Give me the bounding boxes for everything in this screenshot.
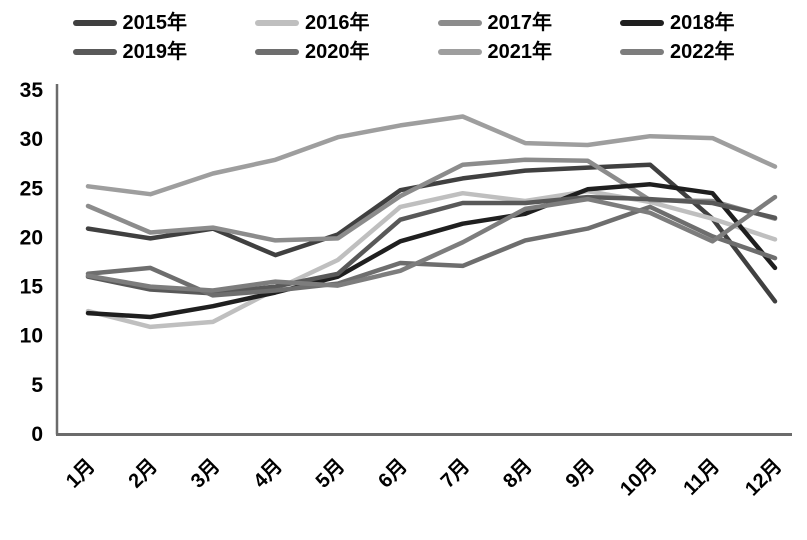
x-axis-label-group: 8月 (499, 455, 537, 493)
x-axis-label: 7月 (437, 455, 475, 493)
legend-label: 2020年 (305, 41, 370, 63)
y-axis-label: 30 (20, 128, 43, 151)
x-axis-label: 9月 (562, 455, 600, 493)
legend-label: 2018年 (670, 12, 735, 34)
legend-swatch-icon (72, 20, 117, 26)
x-axis-label: 8月 (499, 455, 537, 493)
legend-item-2016: 2016年 (255, 10, 370, 36)
y-axis-label: 10 (20, 325, 43, 348)
legend-swatch-icon (620, 49, 664, 55)
legend-swatch-icon (72, 49, 117, 55)
series-line-2016 (85, 188, 778, 330)
legend-row: 2019年 2020年 2021年 2022年 (72, 39, 735, 65)
x-axis-label-group: 7月 (437, 455, 475, 493)
x-axis-label-group: 4月 (249, 455, 287, 493)
x-axis-label-group: 10月 (616, 455, 661, 500)
legend-label: 2022年 (670, 41, 735, 63)
legend-label: 2015年 (122, 12, 188, 34)
series-line-2022 (85, 194, 778, 293)
x-axis-label: 10月 (616, 455, 661, 500)
x-axis-label-group: 6月 (374, 455, 412, 493)
x-axis-label: 6月 (374, 455, 412, 493)
x-axis-label-group: 11月 (679, 455, 724, 500)
legend-label: 2019年 (122, 41, 188, 63)
x-axis-label: 3月 (187, 455, 225, 493)
legend-swatch-icon (255, 20, 299, 26)
legend-swatch-icon (255, 49, 299, 55)
x-axis-label: 11月 (679, 455, 724, 500)
legend-swatch-icon (437, 20, 482, 26)
x-axis-label: 5月 (312, 455, 350, 493)
legend-label: 2016年 (305, 12, 370, 34)
x-axis-label-group: 12月 (741, 455, 786, 500)
chart-legend: 2015年 2016年 2017年 2018年 2019年 2020年 2021年 2022年 (0, 10, 807, 65)
x-axis-label-group: 5月 (312, 455, 350, 493)
legend-item-2015: 2015年 (72, 10, 188, 36)
legend-swatch-icon (620, 20, 664, 26)
legend-item-2020: 2020年 (255, 39, 370, 65)
series-line-2019 (85, 194, 778, 296)
legend-row: 2015年 2016年 2017年 2018年 (72, 10, 735, 36)
series-line-2021 (85, 114, 778, 197)
y-axis-label: 0 (31, 423, 43, 446)
x-axis-label: 12月 (741, 455, 786, 500)
y-axis-label: 15 (20, 276, 44, 299)
series-line-2018 (85, 182, 778, 320)
series-line-2020 (85, 204, 778, 298)
y-axis-label: 35 (20, 79, 44, 102)
legend-swatch-icon (437, 49, 482, 55)
x-axis-label: 4月 (249, 455, 287, 493)
legend-item-2021: 2021年 (437, 39, 553, 65)
x-axis-label-group: 2月 (124, 455, 162, 493)
x-axis-label-group: 3月 (187, 455, 225, 493)
legend-item-2022: 2022年 (620, 39, 735, 65)
legend-label: 2021年 (487, 41, 553, 63)
x-axis-label-group: 9月 (562, 455, 600, 493)
x-axis-label-group: 1月 (62, 455, 100, 493)
x-axis-label: 1月 (62, 455, 100, 493)
y-axis-label: 5 (31, 374, 43, 397)
legend-item-2018: 2018年 (620, 10, 735, 36)
legend-label: 2017年 (487, 12, 553, 34)
legend-item-2017: 2017年 (437, 10, 553, 36)
y-axis-label: 25 (20, 177, 44, 200)
legend-item-2019: 2019年 (72, 39, 188, 65)
y-axis-label: 20 (20, 226, 43, 249)
x-axis-label: 2月 (124, 455, 162, 493)
